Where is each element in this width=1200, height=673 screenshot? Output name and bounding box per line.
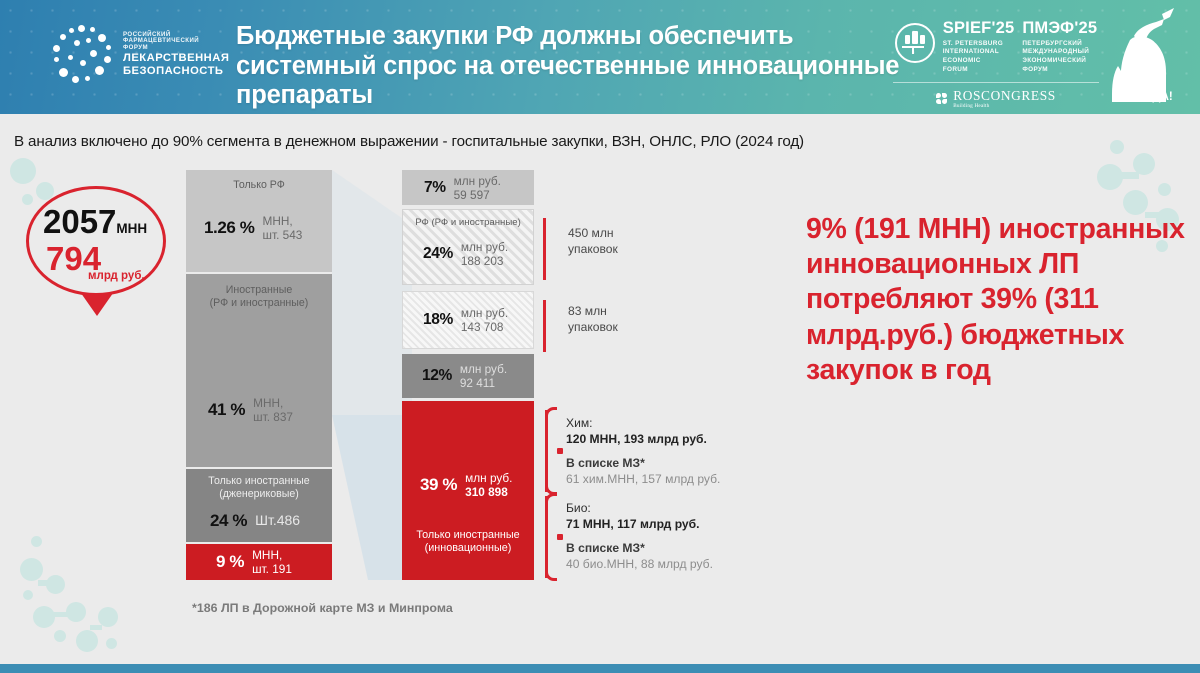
bar-segment-foreign-and-rf: Иностранные (РФ и иностранные) 41 % МНН,… [186, 274, 332, 467]
svg-text:80: 80 [1132, 64, 1160, 92]
money-segment-18: 18% млн руб. 143 708 [402, 291, 534, 349]
chem-title: Хим: [566, 416, 593, 430]
spief-name-en: SPIEF'25 [942, 19, 1015, 37]
money-segment-7: 7% млн руб. 59 597 [402, 170, 534, 205]
molecule-decoration-right [1055, 140, 1200, 270]
bio-title: Био: [566, 501, 591, 515]
segment-value: МНН, шт. 837 [253, 396, 293, 425]
logo-line-1: РОССИЙСКИЙ [123, 30, 171, 38]
forum-logo: РОССИЙСКИЙ ФАРМАЦЕВТИЧЕСКИЙ ФОРУМ ЛЕКАРС… [52, 24, 229, 86]
totals-callout: 2057МНН 794 млрд руб. [26, 186, 166, 316]
segment-percent: 24 % [210, 511, 248, 530]
total-money: 794 млрд руб. [46, 240, 145, 282]
segment-percent: 7% [424, 179, 446, 197]
money-segment-24: РФ (РФ и иностранные) 24% млн руб. 188 2… [402, 209, 534, 285]
annotation-83-packs: 83 млн упаковок [568, 304, 618, 335]
header-dot-pattern [0, 0, 1200, 114]
money-segment-39: 39 % млн руб. 310 898 Только иностранные… [402, 401, 534, 580]
page-header: РОССИЙСКИЙ ФАРМАЦЕВТИЧЕСКИЙ ФОРУМ ЛЕКАРС… [0, 0, 1200, 114]
logo-line-3: ФОРУМ [123, 43, 149, 51]
logo-line-4: ЛЕКАРСТВЕННАЯ [123, 51, 230, 64]
bio-list-value: 40 био.МНН, 88 млрд руб. [566, 557, 713, 572]
bracket-450-packs [543, 218, 555, 280]
bio-value: 71 МНН, 117 млрд руб. [566, 517, 700, 532]
annotation-450-packs: 450 млн упаковок [568, 226, 618, 257]
bar-segment-only-rf: Только РФ 1.26 % МНН, шт. 543 [186, 170, 332, 272]
spief-name-ru: ПМЭФ'25 [1022, 19, 1098, 37]
segment-percent: 18% [423, 311, 453, 329]
segment-value: млн руб. 143 708 [460, 306, 509, 335]
annotation-bio: Био: 71 МНН, 117 млрд руб. В списке МЗ* … [566, 500, 713, 573]
logo-ring-icon [52, 24, 114, 86]
callout-ring [26, 186, 166, 296]
segment-value: Шт.486 [255, 512, 301, 529]
segment-value: млн руб. 310 898 [465, 471, 513, 500]
segment-value: млн руб. 92 411 [459, 362, 508, 391]
spief-sub-en: ST. PETERSBURG INTERNATIONAL ECONOMIC FO… [942, 39, 1004, 73]
bar-segment-only-foreign-generic: Только иностранные (дженериковые) 24 % Ш… [186, 469, 332, 542]
chem-value: 120 МНН, 193 млрд руб. [566, 432, 707, 447]
segment-value: МНН, шт. 191 [252, 548, 292, 577]
logo-line-2: ФАРМАЦЕВТИЧЕСКИЙ [123, 37, 200, 45]
bio-list-title: В списке МЗ* [566, 540, 645, 555]
segment-percent: 12% [422, 367, 452, 385]
svg-text:ПОБЕДА!: ПОБЕДА! [1119, 91, 1172, 103]
total-money-value: 794 [46, 240, 102, 277]
roscongress-tagline: Building Health [953, 103, 990, 110]
page-title: Бюджетные закупки РФ должны обеспечить с… [236, 22, 900, 110]
spief-logo: SPIEF'25 ST. PETERSBURG INTERNATIONAL EC… [893, 20, 1099, 109]
roscongress-name: ROSCONGRESS [953, 87, 1056, 103]
segment-label: РФ (РФ и иностранные) [415, 217, 521, 228]
bracket-bio [545, 493, 563, 581]
segment-percent: 1.26 % [204, 218, 255, 238]
chem-list-value: 61 хим.МНН, 157 млрд руб. [566, 472, 721, 487]
segment-label: Только иностранные (дженериковые) [208, 475, 310, 501]
key-message-text: 9% (191 МНН) иностранных инновационных Л… [806, 213, 1185, 386]
segment-percent: 39 % [420, 475, 458, 495]
segment-value: МНН, шт. 543 [262, 214, 303, 243]
segment-percent: 9 % [216, 552, 245, 572]
segment-label: Иностранные (РФ и иностранные) [209, 284, 309, 310]
roscongress-mark-icon [936, 93, 948, 105]
subtitle-text: В анализ включено до 90% сегмента в дене… [14, 133, 804, 150]
molecule-decoration-top-left [8, 150, 98, 240]
chem-list-title: В списке МЗ* [566, 455, 645, 470]
bar-segment-only-foreign-innovative: 9 % МНН, шт. 191 [186, 544, 332, 580]
total-mnn: 2057МНН [43, 203, 147, 241]
molecule-decoration-bottom-left [6, 510, 146, 660]
logo-line-5: БЕЗОПАСНОСТЬ [123, 65, 224, 78]
segment-label: Только РФ [233, 179, 285, 191]
total-money-unit: млрд руб. [88, 270, 145, 282]
victory-80-logo: 80 ПОБЕДА! [1104, 6, 1190, 110]
annotation-chem: Хим: 120 МНН, 193 млрд руб. В списке МЗ*… [566, 415, 720, 488]
funnel-connector [332, 170, 412, 580]
total-mnn-value: 2057 [43, 203, 117, 240]
roscongress-logo: ROSCONGRESS Building Health [893, 81, 1099, 110]
segment-value: млн руб. 59 597 [453, 174, 501, 203]
money-segment-12: 12% млн руб. 92 411 [402, 354, 534, 398]
chart-mnn-bar: Только РФ 1.26 % МНН, шт. 543 Иностранны… [186, 170, 332, 580]
segment-value: млн руб. 188 203 [460, 240, 509, 269]
bracket-83-packs [543, 300, 555, 352]
bracket-chem [545, 407, 563, 495]
total-mnn-unit: МНН [116, 221, 148, 236]
bottom-accent-bar [0, 664, 1200, 673]
segment-percent: 41 % [208, 400, 246, 420]
spief-emblem-icon [894, 23, 935, 63]
segment-label: Только иностранные (инновационные) [416, 529, 520, 555]
motherland-statue-icon: 80 ПОБЕДА! [1112, 8, 1174, 103]
spief-sub-ru: ПЕТЕРБУРГСКИЙ МЕЖДУНАРОДНЫЙ ЭКОНОМИЧЕСКИ… [1022, 39, 1090, 73]
chart-money-bar: 7% млн руб. 59 597 РФ (РФ и иностранные)… [402, 170, 534, 580]
footnote-text: *186 ЛП в Дорожной карте МЗ и Минпрома [192, 601, 453, 615]
segment-percent: 24% [423, 245, 453, 263]
